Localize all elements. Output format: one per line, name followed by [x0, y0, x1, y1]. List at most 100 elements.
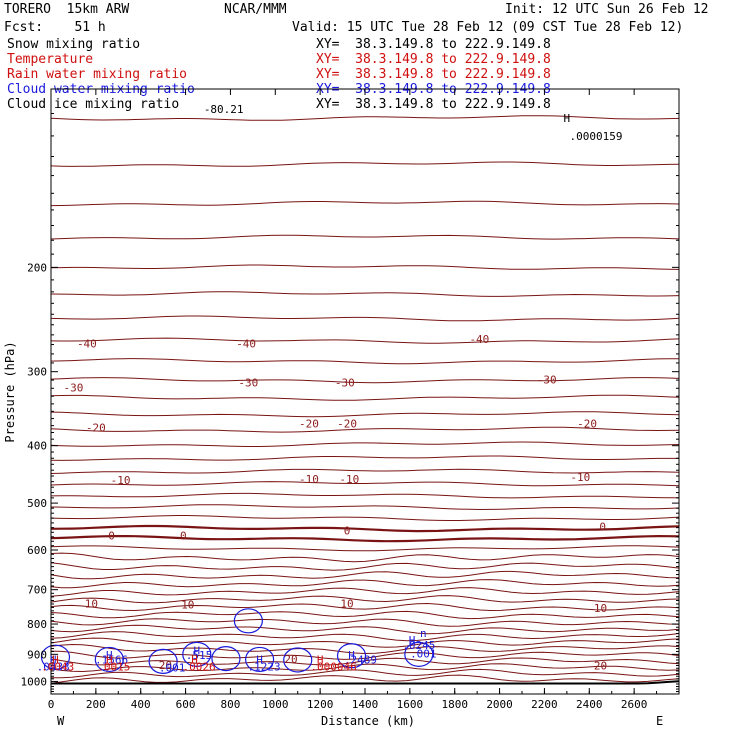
xy-temperature: XY= 38.3.149.8 to 222.9.149.8	[316, 52, 551, 67]
temperature-label: -10	[299, 473, 319, 486]
cloud-label: H	[50, 653, 57, 666]
x-tick-label: 2400	[576, 698, 603, 711]
x-tick-label: 0	[48, 698, 55, 711]
organization: NCAR/MMM	[224, 2, 287, 17]
valid-time: Valid: 15 UTC Tue 28 Feb 12 (09 CST Tue …	[292, 20, 684, 35]
cloud-label: H	[193, 644, 200, 657]
xy-cloud-ice: XY= 38.3.149.8 to 222.9.149.8	[316, 97, 551, 112]
cloud-contour	[148, 648, 178, 674]
temperature-contour	[50, 631, 680, 642]
cloud-label: .1223	[248, 660, 281, 673]
temperature-contour	[50, 668, 680, 679]
temperature-contours	[50, 115, 680, 684]
temperature-contour	[50, 200, 680, 207]
cloud-contour	[211, 645, 241, 672]
temperature-contour	[50, 595, 680, 604]
cloud-contours	[40, 608, 434, 674]
temperature-label: 10	[85, 597, 98, 610]
temperature-label: 0	[344, 524, 351, 537]
terrain-line	[51, 680, 680, 685]
rain-label: H	[317, 653, 324, 666]
rain-label: .000046	[310, 660, 356, 673]
cloud-label: .515	[186, 649, 213, 662]
temperature-contour	[50, 337, 680, 344]
forecast-hour: Fcst: 51 h	[4, 20, 106, 35]
temperature-contour	[50, 524, 680, 533]
cloud-contour	[404, 641, 434, 667]
top-label: -80.21	[204, 103, 244, 116]
x-tick-label: 2000	[486, 698, 513, 711]
temperature-contour	[50, 455, 679, 461]
cloud-contour	[233, 608, 263, 634]
temperature-contour	[50, 587, 680, 597]
temperature-contour	[50, 441, 680, 447]
x-tick-label: 600	[176, 698, 196, 711]
temperature-contour	[50, 602, 680, 612]
field-snow: Snow mixing ratio	[7, 37, 141, 52]
temperature-label: -10	[570, 471, 590, 484]
cloud-contour	[94, 646, 124, 673]
temperature-contour	[50, 534, 680, 543]
y-tick-label: 400	[27, 440, 47, 453]
cloud-label: .001	[159, 661, 186, 674]
temperature-contour	[50, 637, 680, 648]
y-tick-label: 900	[27, 648, 47, 661]
x-tick-label: 1400	[352, 698, 379, 711]
cloud-contour	[336, 643, 367, 669]
x-tick-label: 1600	[397, 698, 424, 711]
x-axis-title: Distance (km)	[321, 714, 415, 728]
y-tick-label: 300	[27, 366, 47, 379]
temperature-label: -20	[299, 418, 319, 431]
temperature-label: -30	[335, 377, 355, 390]
west-label: W	[57, 714, 65, 728]
temperature-contour	[50, 579, 680, 589]
contour-labels: -40 -40 -40 -30 -30 -30 -30 -20 -20 -20 -20 -10 -10 -…	[37, 103, 623, 675]
y-tick-label: 600	[27, 544, 47, 557]
temperature-label: -10	[339, 473, 359, 486]
cloud-label: H	[106, 649, 113, 662]
cloud-label: H	[409, 634, 416, 647]
cloud-label: H	[348, 649, 355, 662]
temperature-contour	[50, 358, 679, 365]
temperature-contour	[50, 426, 680, 433]
temperature-label: -30	[238, 377, 258, 390]
temperature-contour	[50, 234, 680, 240]
top-label: .0000159	[570, 130, 623, 143]
temperature-label: 0	[108, 529, 115, 542]
cloud-label: .1566	[95, 653, 128, 666]
temperature-contour	[50, 481, 680, 487]
temperature-contour	[50, 161, 680, 167]
x-tick-label: 400	[131, 698, 151, 711]
temperature-contour	[50, 610, 680, 620]
temperature-contour	[50, 674, 680, 684]
rain-label: .0043	[41, 660, 74, 673]
temperature-contour	[50, 377, 680, 384]
temperature-label: 0	[599, 521, 606, 534]
temperature-label: 20	[284, 653, 297, 666]
x-tick-label: 2200	[531, 698, 558, 711]
temperature-label: -40	[236, 338, 256, 351]
x-tick-label: 2600	[621, 698, 648, 711]
temperature-contour	[50, 663, 680, 673]
y-tick-label: 500	[27, 497, 47, 510]
temperature-contour	[50, 492, 680, 499]
temperature-label: -10	[111, 474, 131, 487]
temperature-contour	[50, 515, 680, 521]
xy-rain: XY= 38.3.149.8 to 222.9.149.8	[316, 67, 551, 82]
temperature-label: 10	[181, 598, 194, 611]
temperature-contour	[50, 411, 680, 418]
cloud-label: n	[420, 627, 427, 640]
temperature-label: 20	[159, 659, 172, 672]
temperature-contour	[50, 545, 680, 552]
temperature-label: 20	[594, 660, 607, 673]
temperature-label: 10	[340, 597, 353, 610]
rain-label: H	[106, 653, 113, 666]
temperature-contour	[50, 291, 680, 297]
temperature-contour	[50, 504, 680, 511]
temperature-contour	[50, 468, 680, 474]
x-tick-label: 1200	[307, 698, 334, 711]
temperature-contour	[50, 618, 680, 627]
cloud-label: .001	[410, 647, 437, 660]
x-tick-label: 800	[220, 698, 240, 711]
